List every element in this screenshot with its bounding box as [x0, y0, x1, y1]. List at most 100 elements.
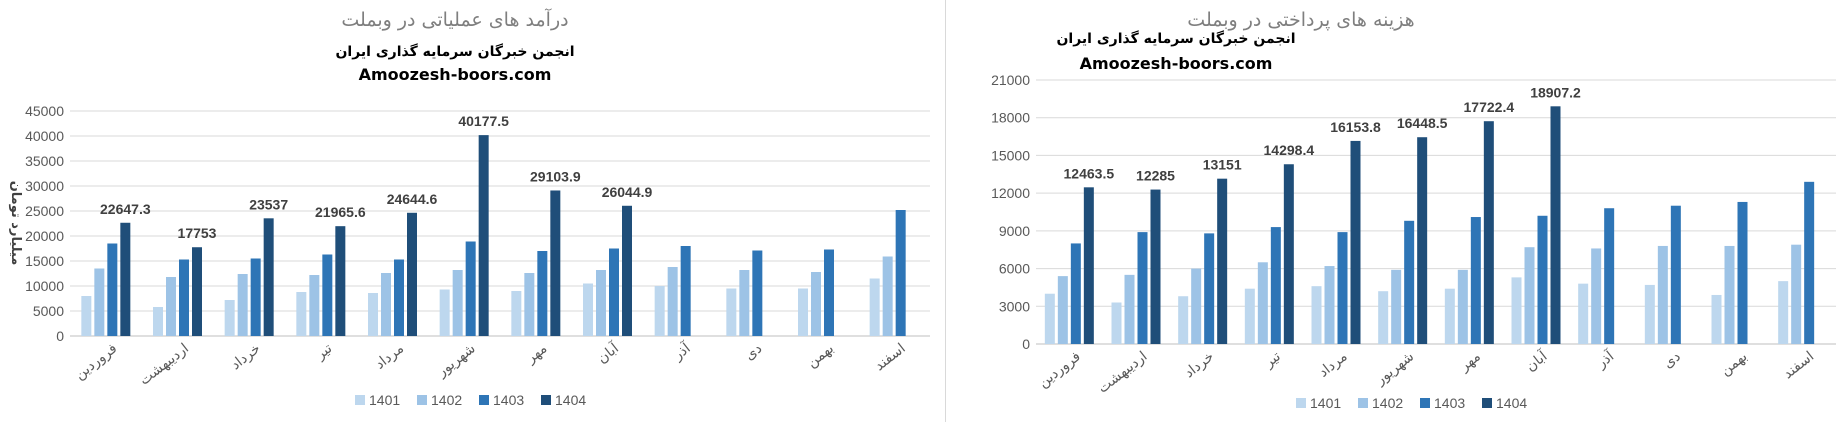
legend-swatch-1402	[417, 395, 427, 405]
bar-1403	[322, 254, 333, 336]
bar-1404	[550, 190, 561, 336]
expense-chart-panel: هزینه های پرداختی در وبملت انجمن خبرگان س…	[946, 0, 1846, 422]
bar-1403	[1337, 232, 1348, 344]
bar-1404	[1350, 140, 1361, 344]
bar-1403	[1737, 201, 1748, 344]
bar-1404	[1283, 164, 1294, 344]
bar-1402	[882, 256, 893, 336]
bar-1401	[1778, 281, 1789, 344]
bar-1401	[153, 307, 163, 336]
bar-1403	[680, 246, 691, 336]
bar-1403	[179, 259, 189, 336]
bar-1401	[1444, 288, 1455, 344]
data-label: 13151	[1203, 157, 1242, 173]
x-tick-label: آبان	[1522, 347, 1551, 375]
bar-1402	[596, 270, 606, 336]
bar-1403	[609, 248, 619, 336]
bar-1403	[1604, 208, 1615, 344]
data-label: 23537	[249, 196, 288, 212]
x-tick-label: آذر	[1593, 347, 1618, 372]
y-tick-label: 15000	[25, 253, 64, 269]
bar-1401	[1578, 283, 1589, 344]
bar-1402	[1591, 248, 1602, 344]
data-label: 12285	[1136, 168, 1175, 184]
y-tick-label: 40000	[25, 128, 64, 144]
x-tick-label: شهریور	[433, 341, 478, 381]
bar-1401	[1711, 294, 1722, 344]
bar-1403	[1404, 220, 1415, 344]
data-label: 40177.5	[458, 113, 509, 129]
y-tick-label: 35000	[25, 153, 64, 169]
chart-subtitle-persian: انجمن خبرگان سرمایه گذاری ایران	[335, 43, 574, 60]
bar-1404	[263, 218, 274, 336]
chart-title: هزینه های پرداختی در وبملت	[1187, 9, 1414, 31]
x-tick-label: اسفند	[872, 341, 909, 375]
y-tick-label: 0	[56, 328, 64, 344]
bar-1402	[237, 274, 248, 336]
legend-swatch-1403	[1420, 398, 1430, 408]
legend-swatch-1404	[541, 395, 551, 405]
x-tick-label: اردیبهشت	[137, 341, 192, 389]
data-label: 17753	[178, 225, 217, 241]
chart-subtitle-website: Amoozesh-boors.com	[1080, 54, 1273, 73]
bar-1403	[1670, 205, 1681, 344]
bar-1404	[1483, 121, 1494, 344]
bar-1401	[439, 289, 450, 336]
bar-1403	[465, 241, 476, 336]
x-tick-label: خرداد	[1181, 349, 1217, 382]
data-label: 14298.4	[1264, 142, 1315, 158]
legend-swatch-1401	[355, 395, 365, 405]
legend-label: 1404	[1496, 395, 1527, 411]
bar-1403	[250, 258, 261, 336]
bar-1401	[583, 283, 593, 336]
bar-1403	[824, 249, 834, 336]
bar-1402	[1524, 247, 1535, 344]
x-tick-label: مرداد	[372, 341, 407, 373]
y-tick-label: 45000	[25, 103, 64, 119]
bar-1403	[1270, 227, 1281, 344]
bar-1401	[654, 286, 665, 336]
bar-1402	[1791, 244, 1802, 344]
bar-1404	[407, 212, 417, 336]
legend-swatch-1401	[1296, 398, 1306, 408]
bar-1403	[1137, 232, 1148, 344]
bar-1401	[1311, 286, 1322, 344]
legend-label: 1401	[369, 392, 400, 408]
x-tick-label: آبان	[594, 339, 623, 367]
bar-1404	[1417, 137, 1428, 344]
x-tick-label: آذر	[669, 339, 694, 364]
bar-1401	[1111, 302, 1122, 344]
bar-1402	[1257, 262, 1268, 344]
data-label: 21965.6	[315, 204, 366, 220]
bar-1402	[94, 268, 105, 336]
y-tick-label: 18000	[991, 110, 1030, 126]
y-tick-label: 30000	[25, 178, 64, 194]
bar-1401	[224, 300, 235, 336]
bar-1404	[120, 222, 131, 336]
bar-1402	[452, 270, 463, 336]
panel-divider	[945, 0, 946, 422]
legend-label: 1402	[1372, 395, 1403, 411]
data-label: 29103.9	[530, 168, 581, 184]
bar-1402	[524, 273, 535, 336]
chart-title: درآمد های عملیاتی در وبملت	[341, 7, 568, 31]
bar-1402	[166, 277, 176, 336]
legend-swatch-1403	[479, 395, 489, 405]
y-axis-label: میلیارد تومان	[8, 181, 23, 266]
bar-1404	[1217, 178, 1228, 344]
bar-1401	[1244, 288, 1255, 344]
bar-1402	[667, 267, 678, 336]
bar-1403	[537, 251, 548, 336]
y-tick-label: 21000	[991, 72, 1030, 88]
y-tick-label: 15000	[991, 147, 1030, 163]
y-tick-label: 6000	[999, 261, 1030, 277]
y-tick-label: 3000	[999, 298, 1030, 314]
x-tick-label: اردیبهشت	[1095, 349, 1150, 397]
data-label: 22647.3	[100, 201, 151, 217]
bar-1401	[1178, 296, 1189, 344]
bar-1403	[752, 250, 763, 336]
y-tick-label: 25000	[25, 203, 64, 219]
y-tick-label: 0	[1022, 336, 1030, 352]
bar-1402	[1191, 268, 1202, 344]
